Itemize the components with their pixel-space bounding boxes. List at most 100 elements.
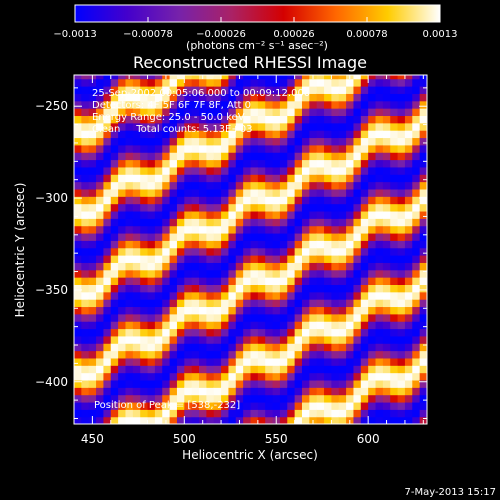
heatmap-cell [382, 335, 391, 344]
heatmap-cell [404, 291, 413, 300]
heatmap-cell [257, 284, 266, 293]
heatmap-cell [125, 387, 134, 396]
heatmap-cell [316, 262, 325, 271]
heatmap-cell [154, 188, 163, 197]
heatmap-cell [110, 122, 119, 131]
heatmap-cell [110, 218, 119, 227]
heatmap-cell [199, 210, 207, 219]
heatmap-cell [419, 218, 427, 227]
heatmap-cell [154, 306, 163, 315]
heatmap-cell [199, 78, 207, 87]
heatmap-cell [338, 93, 347, 102]
heatmap-cell [184, 284, 193, 293]
heatmap-cell [191, 299, 200, 308]
heatmap-cell [301, 240, 310, 249]
heatmap-cell [221, 166, 230, 175]
heatmap-cell [221, 210, 230, 219]
heatmap-cell [346, 321, 355, 330]
heatmap-cell [419, 137, 427, 146]
heatmap-cell [301, 93, 310, 102]
heatmap-cell [301, 313, 310, 322]
heatmap-cell [206, 401, 215, 410]
heatmap-cell [140, 122, 149, 131]
heatmap-cell [147, 115, 156, 124]
heatmap-cell [74, 210, 82, 219]
heatmap-cell [88, 174, 97, 183]
heatmap-cell [316, 291, 325, 300]
heatmap-cell [294, 409, 303, 418]
heatmap-cell [103, 387, 112, 396]
heatmap-cell [191, 232, 200, 241]
heatmap-cell [213, 277, 222, 285]
heatmap-cell [243, 262, 252, 271]
heatmap-cell [147, 225, 156, 234]
heatmap-cell [353, 152, 362, 161]
heatmap-cell [309, 357, 318, 366]
heatmap-cell [184, 335, 193, 344]
heatmap-cell [257, 159, 266, 168]
heatmap-cell [309, 100, 318, 109]
heatmap-cell [118, 350, 127, 359]
heatmap-cell [397, 130, 406, 139]
heatmap-cell [228, 277, 237, 285]
heatmap-cell [382, 196, 391, 205]
heatmap-cell [419, 379, 427, 388]
heatmap-cell [382, 394, 391, 403]
heatmap-cell [412, 196, 421, 205]
heatmap-cell [353, 240, 362, 249]
heatmap-cell [132, 357, 141, 366]
heatmap-cell [404, 166, 413, 175]
heatmap-cell [250, 328, 259, 337]
heatmap-cell [154, 284, 163, 293]
heatmap-cell [250, 306, 259, 315]
annotation-clean: Clean Total counts: 5.13E+03 [92, 124, 252, 135]
heatmap-cell [346, 365, 355, 374]
annotation-detectors: Detectors: 4F 5F 6F 7F 8F, Att 0 [92, 100, 251, 111]
heatmap-cell [375, 350, 384, 359]
heatmap-cell [368, 240, 377, 249]
heatmap-cell [228, 365, 237, 374]
heatmap-cell [324, 75, 332, 80]
heatmap-cell [221, 343, 230, 352]
heatmap-cell [338, 401, 347, 410]
heatmap-cell [257, 255, 266, 263]
heatmap-cell [294, 196, 303, 205]
heatmap-cell [368, 159, 377, 168]
heatmap-cell [243, 188, 252, 197]
heatmap-cell [125, 335, 134, 344]
heatmap-cell [96, 144, 105, 153]
heatmap-cell [74, 100, 82, 109]
heatmap-cell [169, 218, 178, 227]
heatmap-cell [301, 321, 310, 330]
heatmap-cell [74, 174, 82, 183]
heatmap-cell [346, 122, 355, 131]
heatmap-cell [368, 115, 377, 124]
heatmap-cell [265, 350, 274, 359]
heatmap-cell [265, 416, 274, 424]
heatmap-cell [176, 225, 185, 234]
heatmap-cell [419, 122, 427, 131]
heatmap-cell [169, 93, 178, 102]
heatmap-cell [397, 365, 406, 374]
heatmap-cell [331, 100, 340, 109]
heatmap-cell [404, 313, 413, 322]
heatmap-cell [243, 247, 252, 256]
heatmap-cell [294, 166, 303, 175]
heatmap-cell [213, 93, 222, 102]
heatmap-cell [206, 255, 215, 263]
heatmap-cell [272, 196, 281, 205]
heatmap-cell [110, 144, 119, 153]
heatmap-cell [103, 328, 112, 337]
heatmap-cell [140, 240, 149, 249]
heatmap-cell [81, 401, 90, 410]
heatmap-cell [331, 343, 340, 352]
heatmap-cell [338, 247, 347, 256]
heatmap-cell [118, 394, 127, 403]
heatmap-cell [184, 181, 193, 190]
heatmap-cell [118, 306, 127, 315]
heatmap-cell [272, 188, 281, 197]
heatmap-cell [301, 144, 310, 153]
heatmap-cell [118, 152, 127, 161]
heatmap-cell [316, 247, 325, 256]
heatmap-cell [404, 306, 413, 315]
